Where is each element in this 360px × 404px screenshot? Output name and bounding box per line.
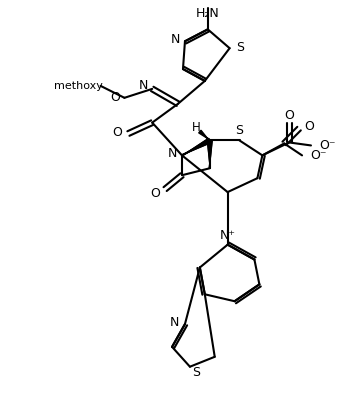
Text: N: N	[139, 80, 148, 93]
Text: S: S	[235, 124, 243, 137]
Polygon shape	[199, 130, 210, 141]
Text: H: H	[192, 121, 200, 134]
Polygon shape	[207, 141, 212, 168]
Text: O⁻: O⁻	[319, 139, 336, 152]
Polygon shape	[182, 138, 211, 156]
Text: S: S	[192, 366, 200, 379]
Text: O: O	[113, 126, 122, 139]
Text: H₂N: H₂N	[196, 7, 220, 20]
Text: O: O	[304, 120, 314, 133]
Polygon shape	[182, 139, 211, 156]
Text: N: N	[168, 147, 177, 160]
Text: N: N	[171, 33, 180, 46]
Text: O⁻: O⁻	[310, 149, 327, 162]
Polygon shape	[207, 141, 212, 168]
Text: O: O	[150, 187, 160, 200]
Text: S: S	[237, 41, 244, 54]
Text: O: O	[284, 109, 294, 122]
Text: N: N	[170, 316, 179, 328]
Text: N⁺: N⁺	[220, 229, 236, 242]
Text: O: O	[111, 91, 121, 104]
Text: methoxy: methoxy	[54, 81, 103, 91]
